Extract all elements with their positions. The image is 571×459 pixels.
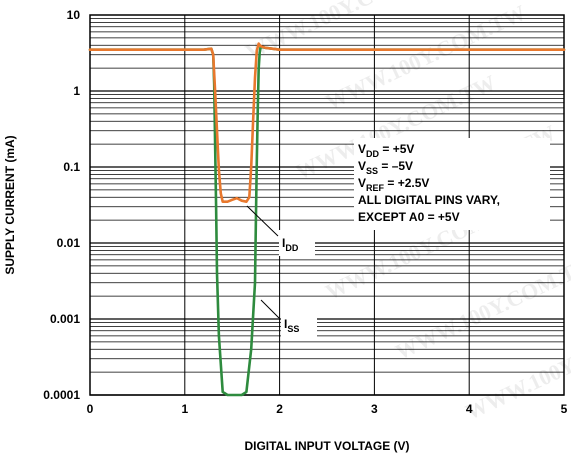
y-axis-label: SUPPLY CURRENT (mA) <box>3 135 17 274</box>
y-tick-labels: 10 1 0.1 0.01 0.001 0.0001 <box>43 8 80 402</box>
x-axis-label: DIGITAL INPUT VOLTAGE (V) <box>244 439 409 453</box>
condition-line: ALL DIGITAL PINS VARY, <box>358 193 500 207</box>
x-tick-label: 0 <box>87 402 94 416</box>
y-tick-label: 0.1 <box>63 160 80 174</box>
condition-line: EXCEPT A0 = +5V <box>358 210 460 224</box>
y-tick-label: 0.001 <box>50 312 80 326</box>
y-tick-label: 0.0001 <box>43 388 80 402</box>
iss-label: ISS <box>284 317 299 334</box>
y-tick-label: 1 <box>73 84 80 98</box>
series-line-idd <box>88 42 566 203</box>
y-tick-label: 0.01 <box>57 236 81 250</box>
idd-label-background <box>279 230 315 256</box>
series-labels: IDD ISS <box>246 205 317 338</box>
annotation-background <box>354 138 550 230</box>
y-tick-label: 10 <box>67 8 81 22</box>
x-tick-label: 5 <box>561 402 568 416</box>
condition-line: VDD = +5V <box>358 142 414 159</box>
x-tick-label: 1 <box>181 402 188 416</box>
plot-frame <box>89 14 565 396</box>
idd-label: IDD <box>282 236 299 253</box>
watermark-text: WWW.100Y.COM.TW <box>392 250 571 365</box>
condition-line: VSS = –5V <box>358 159 413 176</box>
iss-leader-line <box>260 299 280 319</box>
condition-line: VREF = +2.5V <box>358 176 429 193</box>
x-tick-label: 3 <box>371 402 378 416</box>
idd-leader-line <box>246 205 279 237</box>
iss-label-background <box>281 312 317 338</box>
x-tick-label: 2 <box>276 402 283 416</box>
x-tick-label: 4 <box>466 402 473 416</box>
x-tick-labels: 0 1 2 3 4 5 <box>87 402 568 416</box>
series-layer <box>88 42 566 397</box>
